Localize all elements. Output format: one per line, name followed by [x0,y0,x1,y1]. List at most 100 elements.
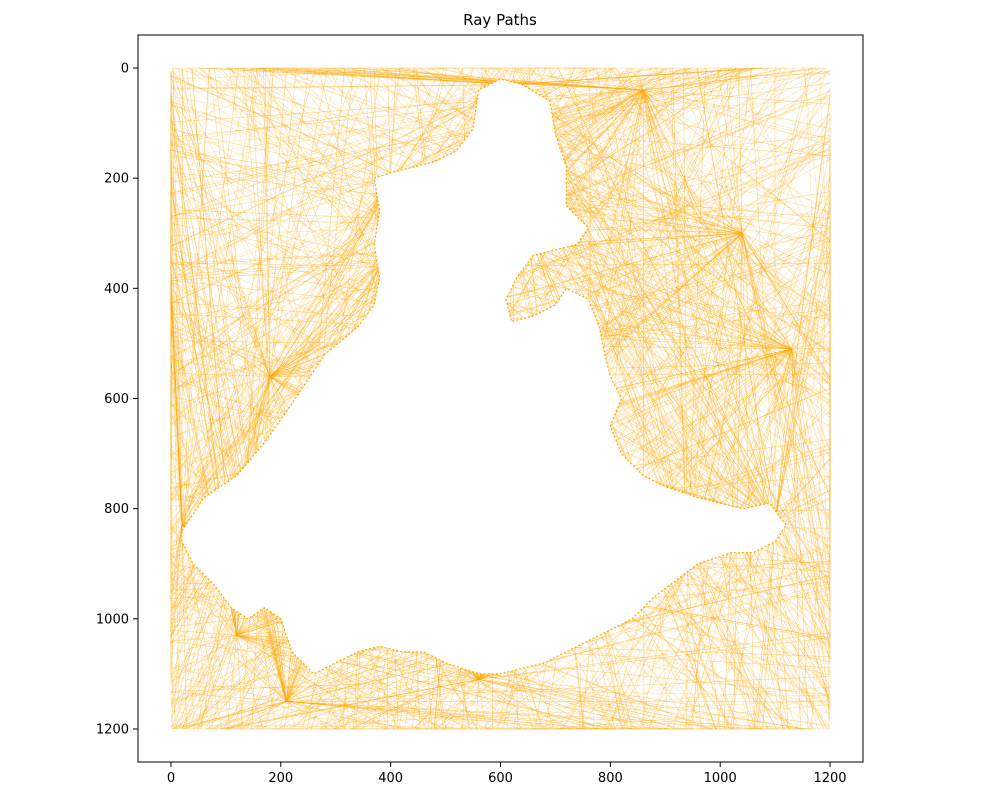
ray-segment [170,442,183,526]
ray-segment [733,67,831,259]
ray-segment [761,202,831,729]
ray-segment [753,534,831,730]
ray-segment [170,266,380,420]
ray-segment [200,67,644,91]
ray-segment [236,635,474,730]
ray-segment [791,347,831,350]
ray-segment [643,89,831,214]
ray-segment [228,701,287,730]
ray-segment [596,68,688,570]
ray-segment [178,68,276,729]
ray-segment [590,473,831,730]
ray-segment [170,374,195,729]
x-tick-label: 1000 [704,771,737,786]
ray-segment [286,701,387,730]
x-tick-label: 200 [268,771,293,786]
ray-segment [640,447,831,730]
ray-segment [348,67,644,91]
ray-segment [170,635,238,682]
ray-segment [170,679,479,692]
ray-segment [170,359,270,377]
ray-segment [236,635,490,730]
ray-segment [791,348,801,729]
ray-segment [327,67,391,179]
ray-segment [390,67,491,179]
ray-segment [643,90,789,730]
ray-segment [236,635,419,730]
ray-segment [478,679,537,730]
ray-segment [304,679,479,730]
ray-segment [170,67,660,144]
ray-segment [543,519,776,730]
ray-segment [478,637,831,680]
ray-segment [181,67,507,526]
ray-segment [170,703,429,730]
ray-segment [236,635,264,730]
ray-segment [503,67,831,381]
ray-segment [286,676,831,702]
ray-segment [286,701,811,730]
ray-segment [170,96,277,729]
ray-segment [387,68,391,179]
ray-segment [762,519,776,729]
ray-segment [170,178,391,495]
ray-segment [557,704,831,730]
ray-segment [687,569,831,673]
ray-segment [170,224,174,729]
ray-segment [290,67,644,91]
ray-segment [604,68,750,729]
ray-segment [170,662,342,730]
ray-segment [643,90,819,730]
ray-segment [744,68,831,614]
y-axis: 0 200 400 600 800 1000 1200 [96,62,138,737]
ray-segment [170,67,527,208]
ray-segment [478,679,806,730]
ray-segment [791,260,831,350]
ray-segment [741,233,755,729]
ray-segment [343,67,391,179]
ray-segment [170,725,668,730]
ray-segment [478,679,736,730]
ray-segment [686,68,752,570]
ray-segment [170,525,183,551]
ray-segment [170,688,411,730]
y-tick-label: 1000 [96,612,129,627]
ray-segment [170,303,208,729]
ray-segment [513,67,831,140]
ray-segment [791,348,831,541]
ray-segment [638,68,755,729]
ray-segment [170,178,391,535]
ray-segment [170,553,238,636]
ray-segment [170,635,238,717]
ray-segment [811,145,831,729]
ray-segment [170,89,644,138]
ray-segment [686,569,702,729]
ray-segment [170,67,695,141]
ray-segment [226,635,238,729]
ray-segment [170,266,380,392]
ray-segment [170,117,271,377]
ray-segment [549,67,711,730]
ray-segment [204,700,831,730]
ray-segment [170,129,391,179]
ray-segment [286,701,603,730]
ray-segment [444,679,479,730]
ray-segment [170,524,238,636]
ray-segment [170,177,391,217]
ray-segment [382,67,776,520]
ray-segment [791,348,831,659]
ray-segment [170,633,582,730]
ray-segment [286,701,669,730]
ray-segment [170,525,183,644]
ray-segment [170,127,180,729]
ray-segment [478,632,831,680]
ray-segment [666,523,831,730]
ray-segment [181,67,378,526]
ray-segment [170,306,270,377]
ray-segment [750,340,831,729]
ray-segment [236,635,329,730]
ray-segment [725,68,743,234]
ray-segment [390,67,474,179]
ray-segment [742,233,831,292]
ray-segment [670,68,688,570]
